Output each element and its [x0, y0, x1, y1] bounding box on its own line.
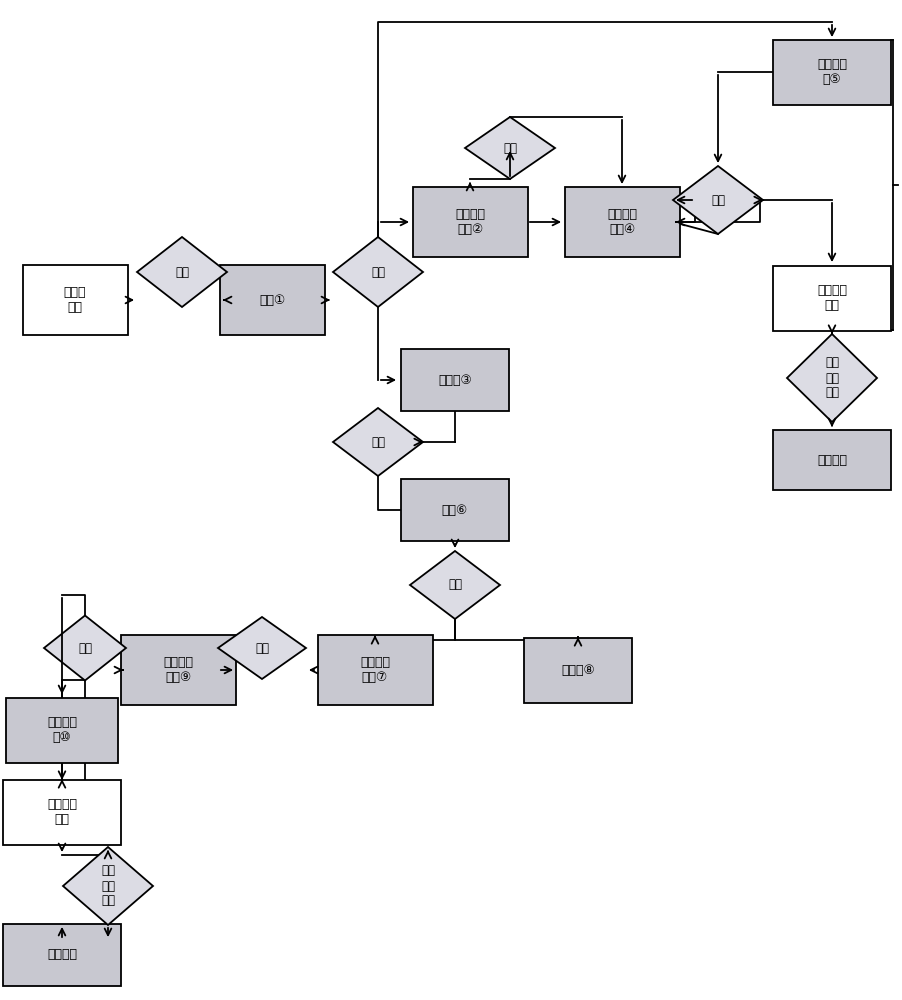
Polygon shape	[218, 617, 306, 679]
Text: 铯盐产品: 铯盐产品	[817, 454, 847, 466]
Text: 料液①: 料液①	[259, 294, 285, 306]
Text: 负载铷有
机相⑨: 负载铷有 机相⑨	[163, 656, 193, 684]
Text: 反萃: 反萃	[711, 194, 725, 207]
Text: 萃余液③: 萃余液③	[438, 373, 472, 386]
FancyBboxPatch shape	[3, 780, 121, 844]
FancyBboxPatch shape	[524, 638, 632, 702]
FancyBboxPatch shape	[318, 635, 432, 705]
Polygon shape	[44, 615, 126, 680]
FancyBboxPatch shape	[773, 430, 891, 490]
Polygon shape	[333, 408, 423, 476]
Polygon shape	[787, 334, 877, 422]
FancyBboxPatch shape	[401, 349, 509, 411]
FancyBboxPatch shape	[412, 187, 528, 257]
Text: 水洗: 水洗	[255, 642, 269, 654]
FancyBboxPatch shape	[565, 187, 679, 257]
Text: 铷铯盐
溶液: 铷铯盐 溶液	[64, 286, 87, 314]
Text: 水洗: 水洗	[503, 141, 517, 154]
FancyBboxPatch shape	[219, 265, 325, 335]
Polygon shape	[333, 237, 423, 307]
Text: 料液⑥: 料液⑥	[442, 504, 468, 516]
Text: 萃取: 萃取	[371, 265, 385, 278]
Text: 负载铷有
机相⑦: 负载铷有 机相⑦	[360, 656, 390, 684]
Text: 浓缩
提纯
干燥: 浓缩 提纯 干燥	[825, 357, 839, 399]
Text: 调碱: 调碱	[371, 436, 385, 448]
FancyBboxPatch shape	[401, 479, 509, 541]
FancyBboxPatch shape	[773, 39, 891, 104]
Text: 萃余液⑧: 萃余液⑧	[561, 664, 595, 676]
Text: 反萃: 反萃	[78, 642, 92, 654]
Polygon shape	[673, 166, 763, 234]
Polygon shape	[63, 847, 153, 925]
Text: 萃取: 萃取	[448, 578, 462, 591]
Text: 空白有机
相⑩: 空白有机 相⑩	[47, 716, 77, 744]
Text: 空白有机
相⑤: 空白有机 相⑤	[817, 58, 847, 86]
Text: 浓缩
提纯
干燥: 浓缩 提纯 干燥	[101, 864, 115, 908]
Polygon shape	[410, 551, 500, 619]
Polygon shape	[137, 237, 227, 307]
Text: 铷盐产品: 铷盐产品	[47, 948, 77, 962]
Text: 铷盐反萃
溶液: 铷盐反萃 溶液	[47, 798, 77, 826]
FancyBboxPatch shape	[773, 265, 891, 330]
FancyBboxPatch shape	[3, 924, 121, 986]
Polygon shape	[465, 117, 555, 179]
Text: 负载铯有
机相④: 负载铯有 机相④	[607, 208, 637, 236]
Text: 铯盐反萃
溶液: 铯盐反萃 溶液	[817, 284, 847, 312]
Text: 负载铯有
机相②: 负载铯有 机相②	[455, 208, 485, 236]
FancyBboxPatch shape	[121, 635, 235, 705]
FancyBboxPatch shape	[23, 265, 127, 335]
Text: 调碱: 调碱	[175, 265, 189, 278]
FancyBboxPatch shape	[6, 698, 118, 762]
